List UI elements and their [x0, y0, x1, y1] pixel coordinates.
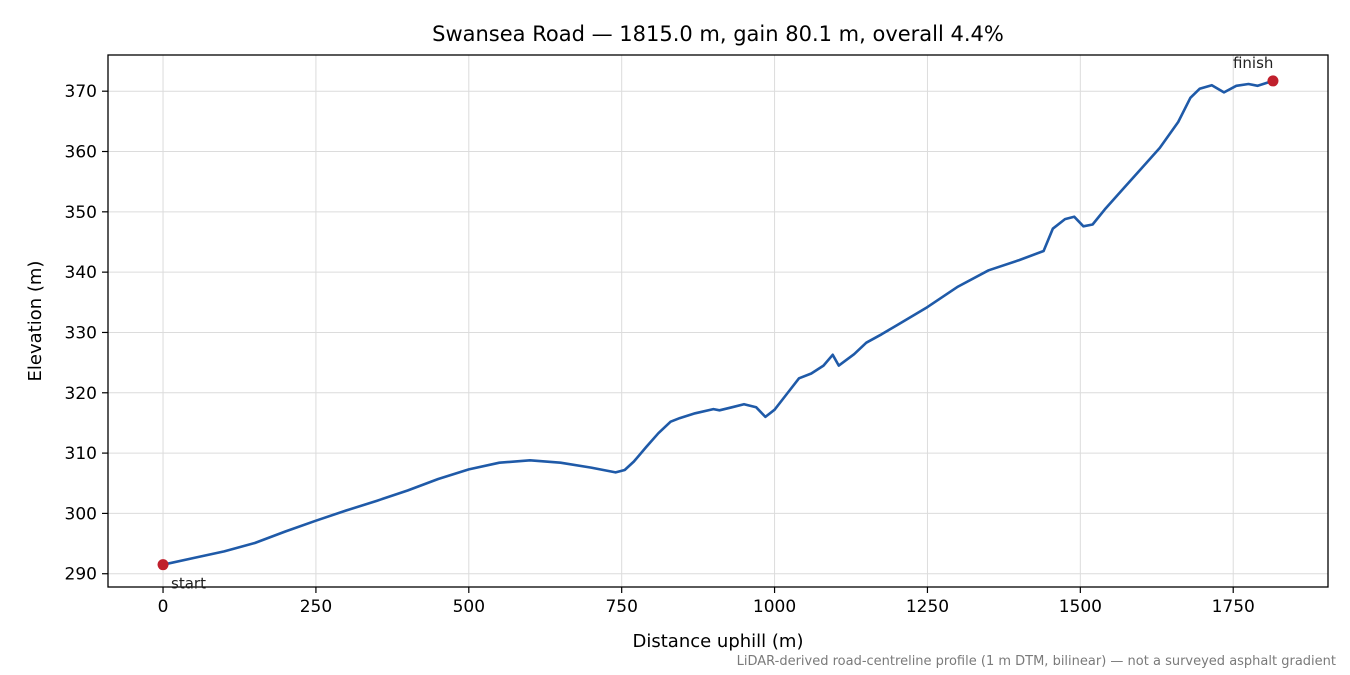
footnote: LiDAR-derived road-centreline profile (1…: [737, 654, 1336, 669]
x-tick-label: 500: [453, 597, 485, 617]
finish-label: finish: [1233, 54, 1273, 72]
y-tick-label: 320: [65, 384, 97, 404]
y-tick-label: 340: [65, 263, 97, 283]
x-tick-label: 1250: [906, 597, 949, 617]
grid: [108, 55, 1328, 587]
finish-marker: [1267, 75, 1279, 87]
y-tick-label: 300: [65, 504, 97, 524]
axes: 0 250 500 750 1000 1250 1500 1750 290 300 310 320 33…: [65, 82, 1255, 617]
chart-title: Swansea Road — 1815.0 m, gain 80.1 m, ov…: [432, 22, 1004, 46]
y-tick-label: 370: [65, 82, 97, 102]
start-marker: [157, 559, 169, 571]
start-label: start: [171, 575, 206, 593]
x-tick-label: 250: [300, 597, 332, 617]
x-tick-label: 1500: [1059, 597, 1102, 617]
plot-area: [161, 79, 1275, 567]
x-axis-label: Distance uphill (m): [633, 631, 804, 652]
plot-frame: [107, 54, 1329, 588]
y-axis-label: Elevation (m): [25, 261, 46, 382]
elevation-profile-line: [161, 79, 1275, 567]
x-tick-label: 0: [158, 597, 169, 617]
y-tick-label: 350: [65, 203, 97, 223]
y-tick-label: 290: [65, 565, 97, 585]
x-tick-label: 1750: [1212, 597, 1255, 617]
x-tick-label: 750: [605, 597, 637, 617]
y-tick-label: 310: [65, 444, 97, 464]
x-tick-label: 1000: [753, 597, 796, 617]
y-tick-label: 360: [65, 143, 97, 163]
y-tick-label: 330: [65, 323, 97, 343]
markers: start finish: [157, 54, 1279, 593]
